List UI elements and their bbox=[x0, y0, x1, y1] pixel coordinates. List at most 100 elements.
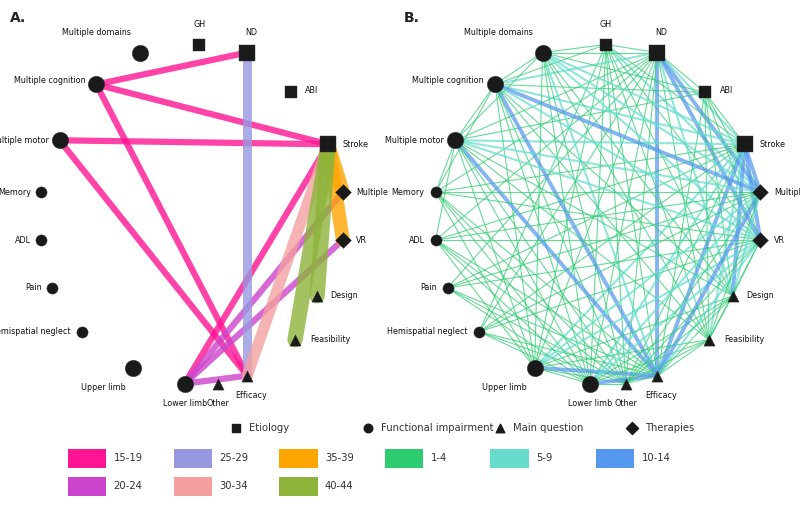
Text: Multiple domains: Multiple domains bbox=[62, 28, 131, 37]
Bar bbox=[68, 449, 106, 468]
Text: B.: B. bbox=[404, 11, 420, 25]
Bar bbox=[596, 449, 634, 468]
Point bbox=[449, 136, 462, 144]
Text: Functional impairment: Functional impairment bbox=[381, 423, 494, 433]
Text: Feasibility: Feasibility bbox=[310, 335, 350, 344]
Point bbox=[285, 88, 298, 96]
Text: Therapies: Therapies bbox=[645, 423, 694, 433]
Point bbox=[75, 328, 88, 336]
Text: Pain: Pain bbox=[420, 283, 437, 292]
Text: 30-34: 30-34 bbox=[219, 481, 248, 491]
Point bbox=[34, 188, 47, 196]
Text: 5-9: 5-9 bbox=[536, 453, 552, 463]
Text: Multiple: Multiple bbox=[356, 188, 388, 196]
Text: 40-44: 40-44 bbox=[325, 481, 354, 491]
Point bbox=[651, 372, 664, 380]
Point bbox=[34, 236, 47, 244]
Text: Lower limb: Lower limb bbox=[568, 399, 612, 408]
Point bbox=[337, 188, 350, 196]
Text: Upper limb: Upper limb bbox=[81, 383, 126, 392]
Point bbox=[619, 380, 632, 388]
Text: A.: A. bbox=[10, 11, 26, 25]
Text: Multiple motor: Multiple motor bbox=[0, 136, 49, 145]
Text: 20-24: 20-24 bbox=[114, 481, 142, 491]
Text: Etiology: Etiology bbox=[249, 423, 289, 433]
Text: Stroke: Stroke bbox=[342, 140, 368, 149]
Bar bbox=[174, 477, 212, 496]
Text: Hemispatial neglect: Hemispatial neglect bbox=[0, 327, 70, 336]
Text: Design: Design bbox=[746, 291, 774, 300]
Point bbox=[241, 372, 254, 380]
Point bbox=[489, 80, 502, 88]
Point bbox=[126, 364, 139, 372]
Point bbox=[211, 380, 224, 388]
Text: Memory: Memory bbox=[0, 188, 31, 196]
Text: Upper limb: Upper limb bbox=[482, 383, 526, 392]
Bar bbox=[279, 449, 318, 468]
Text: Efficacy: Efficacy bbox=[235, 391, 266, 400]
Text: Other: Other bbox=[206, 399, 229, 408]
Text: Feasibility: Feasibility bbox=[725, 335, 765, 344]
Point bbox=[337, 236, 350, 244]
Bar bbox=[279, 477, 318, 496]
Point bbox=[193, 40, 206, 48]
Text: 15-19: 15-19 bbox=[114, 453, 142, 463]
Point bbox=[289, 336, 302, 344]
Text: Design: Design bbox=[330, 291, 358, 300]
Point bbox=[430, 188, 442, 196]
Text: Pain: Pain bbox=[26, 283, 42, 292]
Point bbox=[536, 48, 549, 57]
Text: ND: ND bbox=[245, 28, 257, 37]
Point bbox=[584, 380, 597, 388]
Text: Stroke: Stroke bbox=[759, 140, 786, 149]
Text: Multiple: Multiple bbox=[774, 188, 800, 196]
Point bbox=[738, 140, 751, 148]
Text: GH: GH bbox=[194, 20, 206, 29]
Point bbox=[310, 292, 323, 300]
Point bbox=[322, 140, 334, 148]
Point bbox=[178, 380, 191, 388]
Text: Multiple domains: Multiple domains bbox=[464, 28, 533, 37]
Text: ADL: ADL bbox=[409, 235, 425, 244]
Text: Multiple cognition: Multiple cognition bbox=[14, 76, 86, 85]
Text: ABI: ABI bbox=[720, 86, 734, 95]
Bar bbox=[68, 477, 106, 496]
Text: Memory: Memory bbox=[391, 188, 425, 196]
Text: VR: VR bbox=[774, 235, 786, 244]
Text: ND: ND bbox=[655, 28, 667, 37]
Text: ADL: ADL bbox=[15, 235, 31, 244]
Point bbox=[241, 48, 254, 57]
Point bbox=[754, 236, 766, 244]
Point bbox=[754, 188, 766, 196]
Text: ABI: ABI bbox=[306, 86, 318, 95]
Point bbox=[726, 292, 739, 300]
Point bbox=[473, 328, 486, 336]
Text: Main question: Main question bbox=[513, 423, 583, 433]
Point bbox=[528, 364, 541, 372]
Text: Multiple motor: Multiple motor bbox=[385, 136, 443, 145]
Text: 35-39: 35-39 bbox=[325, 453, 354, 463]
Text: VR: VR bbox=[356, 235, 366, 244]
Bar bbox=[385, 449, 423, 468]
Bar bbox=[174, 449, 212, 468]
Text: Hemispatial neglect: Hemispatial neglect bbox=[387, 327, 467, 336]
Point bbox=[46, 284, 58, 292]
Point bbox=[53, 136, 66, 144]
Text: 25-29: 25-29 bbox=[219, 453, 248, 463]
Point bbox=[698, 88, 711, 96]
Point bbox=[599, 40, 612, 48]
Point bbox=[441, 284, 454, 292]
Point bbox=[90, 80, 102, 88]
Text: Multiple cognition: Multiple cognition bbox=[411, 76, 483, 85]
Text: Efficacy: Efficacy bbox=[646, 391, 678, 400]
Text: 10-14: 10-14 bbox=[642, 453, 670, 463]
Point bbox=[702, 336, 715, 344]
Text: 1-4: 1-4 bbox=[430, 453, 446, 463]
Text: Other: Other bbox=[614, 399, 637, 408]
Bar bbox=[490, 449, 529, 468]
Point bbox=[134, 48, 147, 57]
Point bbox=[430, 236, 442, 244]
Point bbox=[651, 48, 664, 57]
Text: GH: GH bbox=[600, 20, 612, 29]
Text: Lower limb: Lower limb bbox=[162, 399, 206, 408]
